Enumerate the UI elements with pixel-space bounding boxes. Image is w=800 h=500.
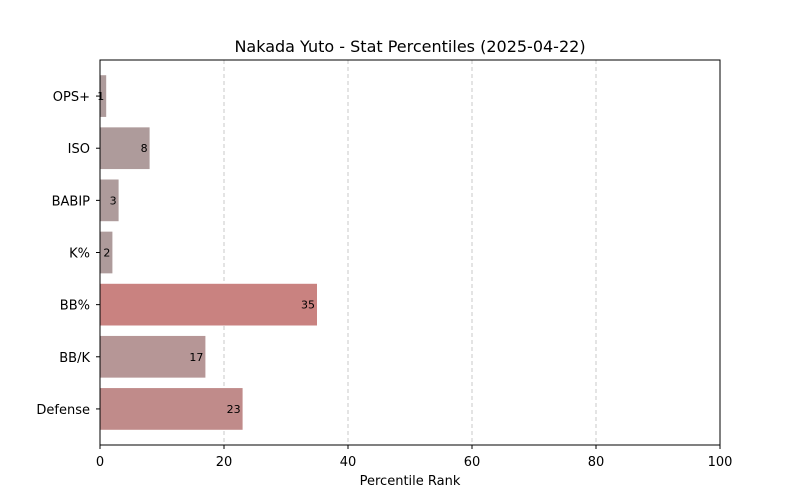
x-tick-label-100: 100 [708,455,733,470]
data-label-babip: 3 [110,194,117,207]
data-label-k: 2 [103,247,110,260]
data-label-ops: 1 [97,90,104,103]
bar-defense [100,388,243,430]
x-tick-label-0: 0 [96,455,104,470]
y-tick-label-k: K% [69,247,90,262]
data-label-defense: 23 [227,403,241,416]
x-tick-label-40: 40 [340,455,357,470]
y-axis-ticks: OPS+ ISO BABIP K% BB% BB/K Defense [36,90,100,418]
plot-frame [99,59,721,446]
bar-k [100,231,113,274]
y-tick-label-bb: BB% [60,299,90,314]
grid-lines [223,60,597,445]
data-label-bb: 35 [301,299,315,312]
y-tick-label-babip: BABIP [52,194,91,209]
bar-ops [100,75,107,117]
bar-babip [100,179,119,222]
bars: 1 8 3 2 35 17 23 [97,75,317,430]
x-axis-label: Percentile Rank [360,474,461,489]
y-tick-label-iso: ISO [68,142,90,157]
chart-title: Nakada Yuto - Stat Percentiles (2025-04-… [234,37,585,56]
data-label-bb-k: 17 [189,351,203,364]
bar-bb-k [100,335,206,378]
x-axis-ticks: 0 20 40 60 80 100 [96,445,733,470]
x-tick-label-60: 60 [464,455,481,470]
y-tick-label-ops: OPS+ [53,90,90,105]
data-label-iso: 8 [141,142,148,155]
bar-iso [100,127,150,170]
x-tick-label-80: 80 [588,455,605,470]
y-tick-label-bb-k: BB/K [59,351,90,366]
x-tick-label-20: 20 [216,455,233,470]
bar-bb [100,283,317,326]
y-tick-label-defense: Defense [36,403,90,418]
